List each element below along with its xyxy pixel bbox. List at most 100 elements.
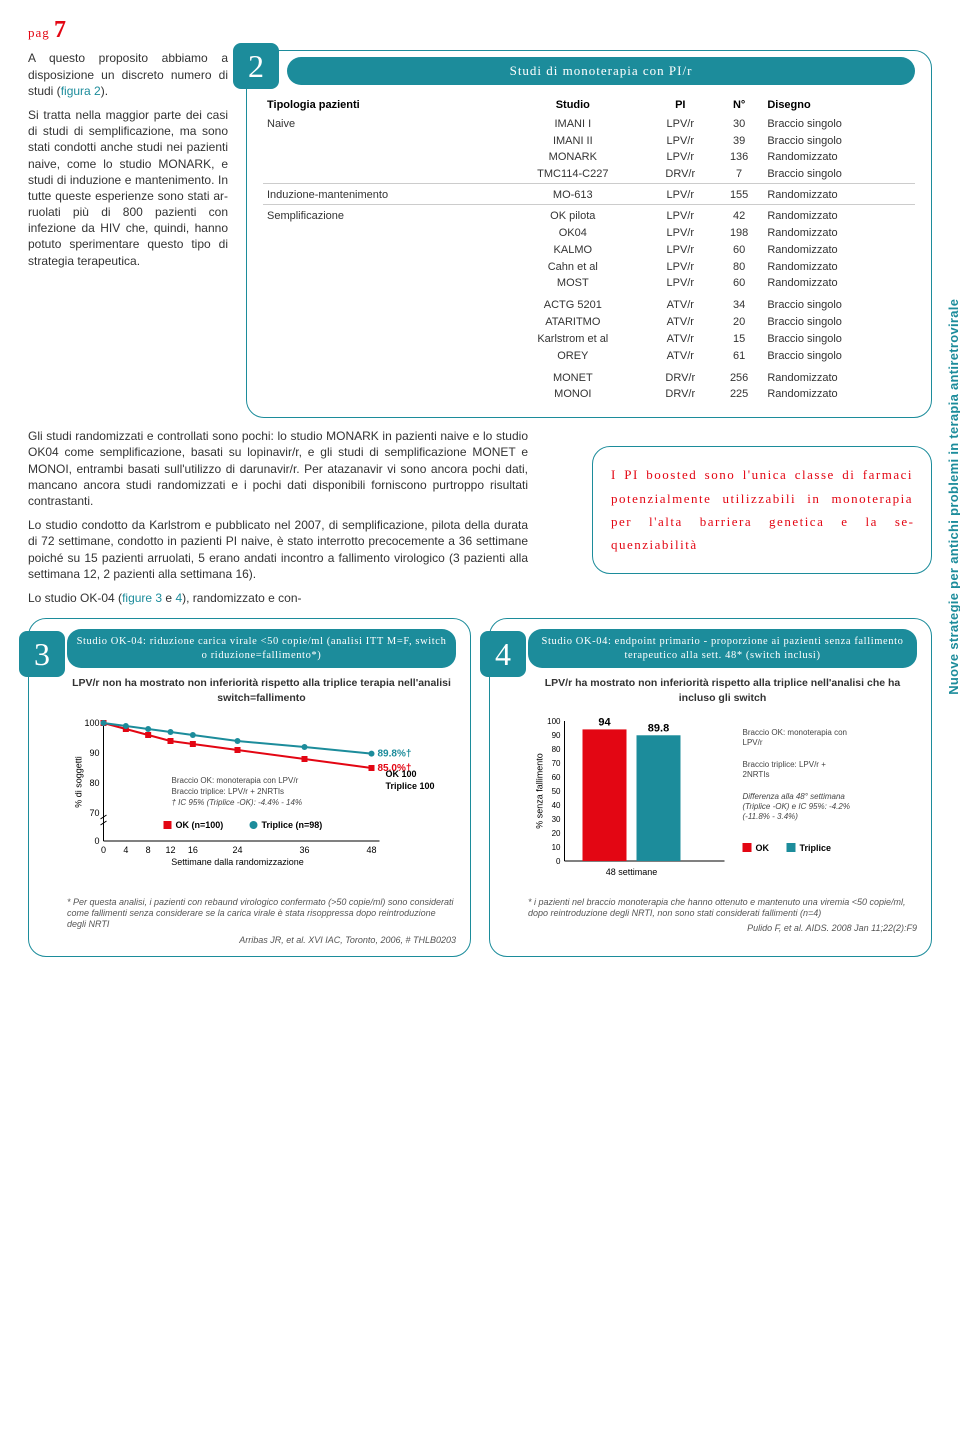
cell: MONET	[500, 365, 646, 387]
table2-card: 2 Studi di monoterapia con PI/r Tipologi…	[246, 50, 932, 418]
p1b: ).	[101, 84, 108, 98]
svg-text:48 settimane: 48 settimane	[606, 867, 658, 877]
fig2-ref: figura 2	[61, 84, 101, 98]
chart4-foot: * i pazienti nel braccio monoterapia che…	[528, 897, 917, 935]
table-row: Cahn et alLPV/r80Randomizzato	[263, 259, 915, 276]
cell: MOST	[500, 275, 646, 292]
chart3-ref: Arribas JR, et al. XVI IAC, Toronto, 200…	[67, 935, 456, 946]
cell: MONARK	[500, 149, 646, 166]
body-text-left: A questo proposito ab­biamo a disposizio…	[28, 50, 228, 418]
cell: Braccio singolo	[763, 331, 915, 348]
cell: Randomizzato	[763, 184, 915, 205]
cell: Cahn et al	[500, 259, 646, 276]
cell: 42	[715, 205, 763, 225]
cell: LPV/r	[646, 184, 715, 205]
side-label: Nuove strategie per antichi problemi in …	[945, 299, 960, 695]
svg-text:12: 12	[165, 845, 175, 855]
th-studio: Studio	[500, 95, 646, 116]
svg-text:30: 30	[552, 815, 561, 824]
chart3-title: Studio OK-04: riduzione carica virale <5…	[67, 629, 456, 668]
cell-group	[263, 331, 500, 348]
svg-text:94: 94	[598, 716, 611, 728]
cell: KALMO	[500, 242, 646, 259]
svg-text:Braccio OK: monoterapia con LP: Braccio OK: monoterapia con LPV/r	[172, 776, 299, 785]
svg-text:70: 70	[89, 808, 99, 818]
cell: 30	[715, 116, 763, 133]
cell: 60	[715, 275, 763, 292]
cell: Braccio singolo	[763, 314, 915, 331]
cell-group	[263, 365, 500, 387]
cell: 39	[715, 133, 763, 150]
cell: ATV/r	[646, 348, 715, 365]
cell-group	[263, 348, 500, 365]
table-row: Karlstrom et alATV/r15Braccio singolo	[263, 331, 915, 348]
cell: LPV/r	[646, 275, 715, 292]
svg-text:Settimane dalla randomizzazion: Settimane dalla randomizzazione	[171, 857, 304, 867]
cell: ATV/r	[646, 314, 715, 331]
th-pi: PI	[646, 95, 715, 116]
cell: LPV/r	[646, 259, 715, 276]
cell: DRV/r	[646, 365, 715, 387]
cell: Randomizzato	[763, 242, 915, 259]
chart3-sub: LPV/r non ha mostrato non inferiorità ri…	[67, 676, 456, 704]
table-row: ATARITMOATV/r20Braccio singolo	[263, 314, 915, 331]
cell: LPV/r	[646, 149, 715, 166]
svg-text:(Triplice -OK) e IC 95%: -4.2%: (Triplice -OK) e IC 95%: -4.2%	[743, 802, 850, 811]
svg-text:20: 20	[552, 829, 561, 838]
svg-text:60: 60	[552, 773, 561, 782]
cell: Braccio singolo	[763, 116, 915, 133]
cell: Randomizzato	[763, 205, 915, 225]
cell: Randomizzato	[763, 149, 915, 166]
table-row: Induzione-mantenimentoMO-613LPV/r155Rand…	[263, 184, 915, 205]
cell: DRV/r	[646, 386, 715, 403]
table2-title: Studi di monoterapia con PI/r	[287, 57, 915, 85]
cell: 20	[715, 314, 763, 331]
svg-text:0: 0	[101, 845, 106, 855]
cell-group	[263, 292, 500, 314]
cell-group	[263, 133, 500, 150]
cell: 198	[715, 225, 763, 242]
cell: IMANI II	[500, 133, 646, 150]
cell: LPV/r	[646, 205, 715, 225]
svg-text:48: 48	[366, 845, 376, 855]
cell: OK04	[500, 225, 646, 242]
cell: 7	[715, 166, 763, 183]
svg-text:36: 36	[299, 845, 309, 855]
svg-text:0: 0	[556, 857, 561, 866]
chart3-card: 3 Studio OK-04: riduzione carica virale …	[28, 618, 471, 957]
chart4-area: 1009080706050403020100% senza fallimento…	[528, 711, 917, 891]
cell: Randomizzato	[763, 225, 915, 242]
table-row: KALMOLPV/r60Randomizzato	[263, 242, 915, 259]
cell: 136	[715, 149, 763, 166]
svg-text:89.8: 89.8	[648, 722, 669, 734]
cell-group	[263, 225, 500, 242]
svg-text:Differenza alla 48° settimana: Differenza alla 48° settimana	[743, 792, 846, 801]
fig3-ref: figure 3	[122, 591, 162, 605]
cell: LPV/r	[646, 225, 715, 242]
cell-group	[263, 149, 500, 166]
svg-text:16: 16	[188, 845, 198, 855]
table-row: OREYATV/r61Braccio singolo	[263, 348, 915, 365]
table-row: MONETDRV/r256Randomizzato	[263, 365, 915, 387]
cell: Randomizzato	[763, 259, 915, 276]
chart3-area: 10090807000481216243648Settimane dalla r…	[67, 711, 456, 891]
cell: LPV/r	[646, 116, 715, 133]
th-n: N°	[715, 95, 763, 116]
cell: 34	[715, 292, 763, 314]
cell: Karlstrom et al	[500, 331, 646, 348]
cell-group	[263, 166, 500, 183]
chart4-svg: 1009080706050403020100% senza fallimento…	[528, 711, 917, 891]
cell-group: Semplificazione	[263, 205, 500, 225]
svg-text:OK 100: OK 100	[386, 769, 417, 779]
svg-text:† IC 95% (Triplice -OK): -4.4%: † IC 95% (Triplice -OK): -4.4% - 14%	[172, 798, 303, 807]
svg-text:Triplice (n=98): Triplice (n=98)	[262, 820, 323, 830]
cell: TMC114-C227	[500, 166, 646, 183]
cell: DRV/r	[646, 166, 715, 183]
table-row: IMANI IILPV/r39Braccio singolo	[263, 133, 915, 150]
cell: 61	[715, 348, 763, 365]
cell: 256	[715, 365, 763, 387]
svg-text:89.8%†: 89.8%†	[378, 748, 412, 759]
cell: MONOI	[500, 386, 646, 403]
cell-group	[263, 242, 500, 259]
table-row: MONOIDRV/r225Randomizzato	[263, 386, 915, 403]
